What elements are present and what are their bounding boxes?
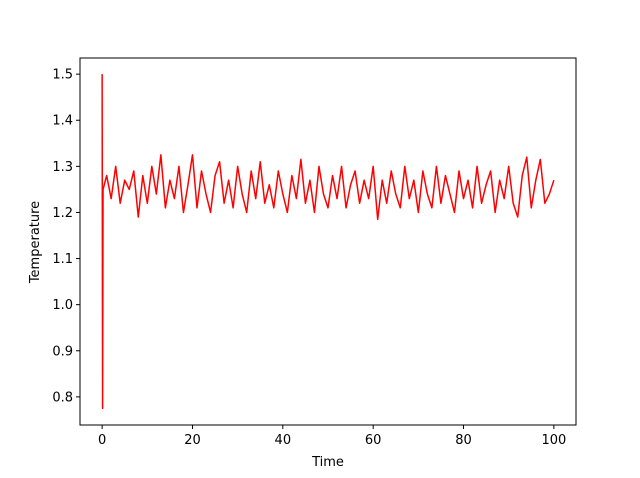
x-tick-label: 80 — [455, 433, 472, 448]
y-tick-label: 0.9 — [52, 344, 73, 359]
y-tick-label: 1.0 — [52, 298, 73, 313]
x-tick-label: 100 — [541, 433, 566, 448]
y-tick-label: 1.1 — [52, 252, 73, 267]
x-tick-label: 40 — [275, 433, 292, 448]
x-axis-label: Time — [311, 455, 344, 470]
y-axis-label: Temperature — [28, 201, 43, 284]
y-tick-label: 1.3 — [52, 160, 73, 175]
y-tick-label: 0.8 — [52, 390, 73, 405]
plot-frame — [79, 57, 577, 426]
y-tick-label: 1.5 — [52, 68, 73, 83]
x-tick-label: 0 — [98, 433, 106, 448]
data-line — [101, 74, 555, 410]
y-tick-label: 1.2 — [52, 206, 73, 221]
y-tick-label: 1.4 — [52, 114, 73, 129]
x-tick-label: 20 — [184, 433, 201, 448]
x-tick-label: 60 — [365, 433, 382, 448]
